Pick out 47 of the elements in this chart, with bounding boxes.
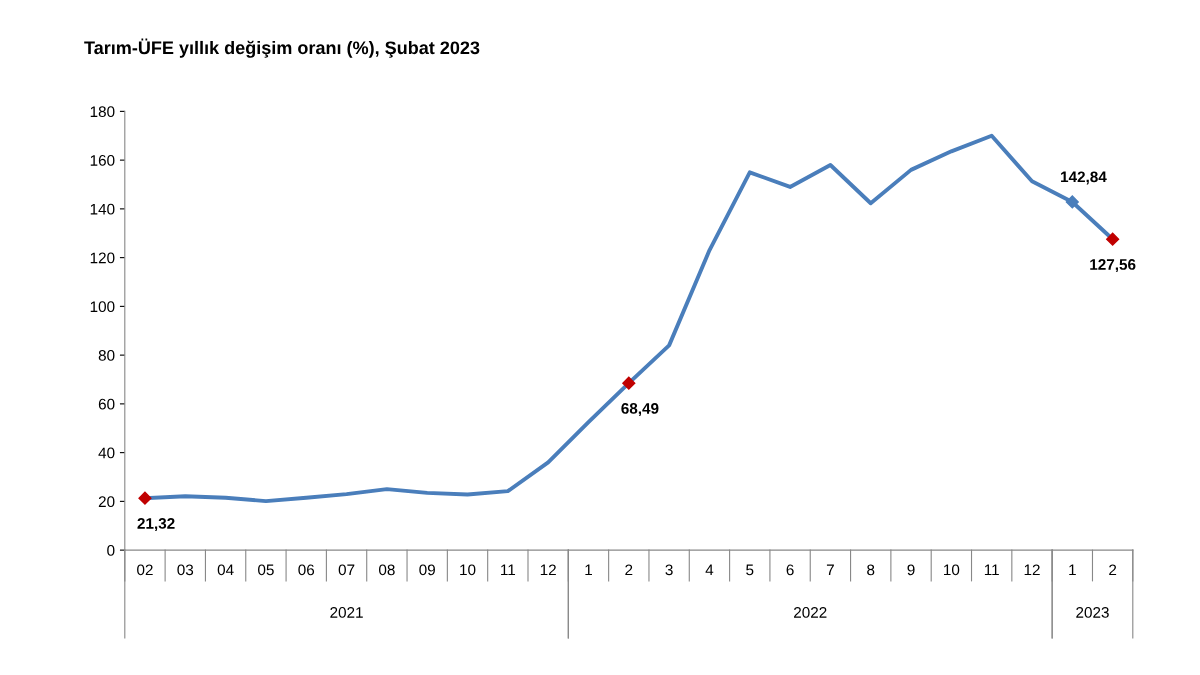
text: 2022 — [794, 607, 827, 618]
x-tick-label: 10 — [460, 564, 476, 576]
x-tick-label: 11 — [984, 564, 999, 576]
x-tick-label: 03 — [177, 564, 194, 576]
data-label: 21,32 — [137, 518, 175, 532]
point — [138, 491, 152, 505]
x-tick-label: 4 — [705, 564, 714, 576]
x-tick-label: 2 — [1109, 564, 1117, 576]
y-tick-label: 100 — [90, 301, 115, 313]
x-tick-label: 08 — [378, 564, 395, 576]
point — [1106, 232, 1120, 246]
y-tick-label: 80 — [98, 349, 115, 361]
x-tick-label: 6 — [786, 564, 794, 576]
y-tick-label: 180 — [90, 106, 115, 118]
x-tick-label: 5 — [746, 564, 754, 576]
x-tick-label: 11 — [501, 564, 516, 576]
x-tick-label: 2 — [625, 564, 633, 576]
point — [622, 376, 636, 390]
point — [1065, 195, 1079, 209]
y-tick-label: 20 — [98, 496, 115, 508]
x-tick-label: 05 — [258, 564, 274, 576]
x-tick-label: 12 — [540, 564, 556, 576]
data-label: 68,49 — [621, 403, 659, 417]
data-label: 142,84 — [1061, 171, 1107, 185]
text: 2021 — [330, 607, 363, 618]
y-tick-label: 60 — [98, 398, 115, 410]
x-tick-label: 07 — [338, 564, 355, 576]
x-tick-label: 10 — [944, 564, 960, 576]
y-tick-label: 120 — [90, 252, 115, 264]
x-tick-label: 8 — [867, 564, 875, 576]
x-tick-label: 9 — [907, 564, 915, 576]
x-tick-label: 3 — [665, 564, 673, 576]
x-tick-label: 1 — [1069, 564, 1076, 576]
x-tick-label: 04 — [217, 564, 234, 576]
x-tick-label: 1 — [585, 564, 592, 576]
x-tick-label: 02 — [137, 564, 153, 576]
x-tick-label: 12 — [1024, 564, 1040, 576]
y-tick-label: 140 — [90, 203, 115, 215]
text: 2023 — [1076, 607, 1109, 618]
y-tick-label: 0 — [107, 544, 115, 556]
x-tick-label: 09 — [419, 564, 435, 576]
x-tick-label: 06 — [298, 564, 315, 576]
y-tick-label: 160 — [90, 154, 115, 166]
chart-title: Tarım-ÜFE yıllık değişim oranı (%), Şubat 2023 — [84, 38, 480, 58]
x-tick-label: 7 — [826, 564, 834, 576]
y-tick-label: 40 — [98, 447, 115, 459]
data-label: 127,56 — [1090, 259, 1136, 273]
